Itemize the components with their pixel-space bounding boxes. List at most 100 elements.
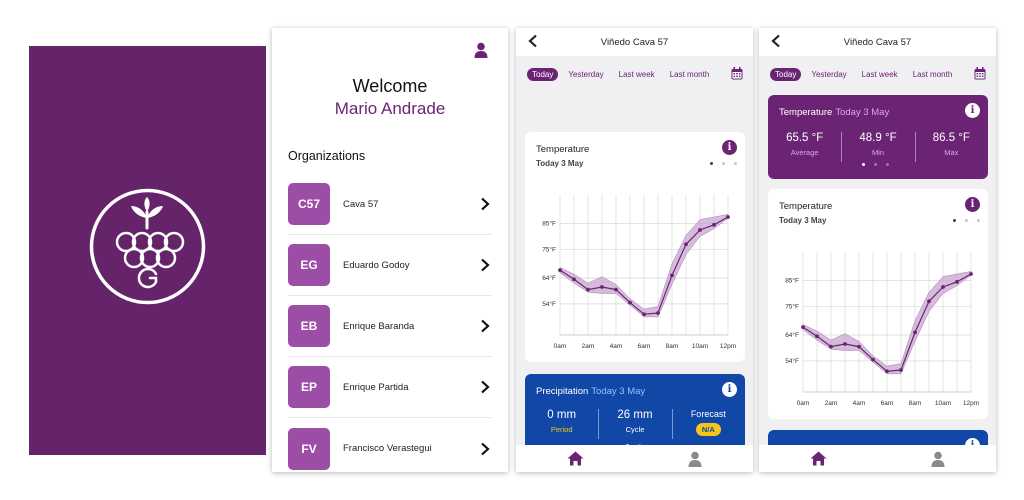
temperature-data-point	[572, 277, 576, 282]
x-tick-label: 6am	[881, 400, 894, 407]
temperature-data-point	[955, 279, 959, 284]
info-icon[interactable]: i	[722, 140, 737, 155]
temperature-chart: 85°F 75°F 64°F 54°F 0am 2am 4am 6am 8am 10am 12pm	[785, 252, 979, 407]
tab-yesterday[interactable]: Yesterday	[568, 69, 604, 79]
user-icon[interactable]	[688, 451, 702, 467]
temperature-max-stat: 86.5 °F Max	[914, 132, 988, 162]
y-tick-label: 85°F	[542, 220, 556, 228]
temperature-data-point	[899, 368, 903, 372]
x-tick-label: 8am	[666, 343, 679, 350]
organization-badge: EG	[288, 244, 330, 286]
organization-item[interactable]: EG Eduardo Godoy	[288, 235, 492, 296]
bottom-nav	[759, 445, 996, 472]
welcome-heading: Welcome	[352, 76, 428, 96]
info-icon[interactable]: i	[722, 382, 737, 397]
vineyard-detail-screen: Viñedo Cava 57 Today Yesterday Last week…	[516, 28, 753, 472]
info-icon[interactable]: i	[965, 103, 980, 118]
x-tick-label: 2am	[825, 400, 838, 407]
back-arrow-icon[interactable]	[769, 34, 783, 48]
carousel-dot	[638, 444, 641, 445]
temperature-chart: 85°F 75°F 64°F 54°F 0am 2am 4am 6am 8am 10am 12pm	[542, 195, 736, 350]
tab-today[interactable]: Today	[527, 67, 559, 81]
carousel-dot	[977, 219, 980, 222]
info-icon[interactable]: i	[965, 197, 980, 212]
tab-yesterday[interactable]: Yesterday	[811, 69, 847, 79]
y-tick-label: 85°F	[785, 277, 799, 285]
tab-last-month[interactable]: Last month	[669, 69, 710, 79]
chevron-right-icon	[481, 258, 490, 272]
card-title: Temperature	[536, 144, 590, 155]
y-tick-label: 64°F	[785, 331, 799, 339]
organization-name: Enrique Partida	[343, 381, 409, 393]
home-icon[interactable]	[567, 451, 584, 466]
calendar-icon[interactable]	[974, 67, 986, 80]
y-tick-label: 54°F	[785, 357, 799, 365]
organization-name: Eduardo Godoy	[343, 259, 410, 271]
card-subtitle: Today 3 May	[779, 216, 827, 225]
y-tick-label: 75°F	[785, 303, 799, 311]
home-icon[interactable]	[810, 451, 827, 466]
organization-badge: EP	[288, 366, 330, 408]
organization-item[interactable]: C57 Cava 57	[288, 174, 492, 235]
organization-badge: EB	[288, 305, 330, 347]
carousel-dot	[626, 444, 629, 445]
carousel-dots	[953, 219, 980, 222]
carousel-dots	[626, 444, 641, 445]
x-tick-label: 12pm	[720, 343, 736, 350]
organizations-title: Organizations	[288, 149, 366, 163]
welcome-screen: Welcome Mario Andrade Organizations C57 …	[272, 28, 508, 472]
temperature-data-point	[712, 222, 716, 227]
grape-logo-icon	[89, 188, 206, 305]
x-tick-label: 10am	[935, 400, 951, 407]
precipitation-period-stat: 0 mm Period	[547, 409, 577, 434]
organization-name: Francisco Verastegui	[343, 443, 432, 454]
calendar-icon[interactable]	[731, 67, 743, 80]
carousel-dots	[862, 163, 889, 166]
organization-item[interactable]: FV Francisco Verastegui	[288, 418, 492, 472]
x-tick-label: 4am	[853, 400, 866, 407]
x-tick-label: 8am	[909, 400, 922, 407]
detail-title: Viñedo Cava 57	[843, 37, 912, 48]
temperature-data-point	[726, 215, 730, 219]
temperature-data-point	[927, 299, 931, 304]
detail-title: Viñedo Cava 57	[600, 37, 669, 48]
precipitation-stats: 0 mm Period 26 mm Cycle Forecast N/A	[525, 409, 745, 439]
tab-today[interactable]: Today	[770, 67, 802, 81]
tab-last-month[interactable]: Last month	[912, 69, 953, 79]
precipitation-card-peek: i	[768, 430, 988, 445]
temperature-data-point	[586, 287, 590, 292]
temperature-data-point	[628, 300, 632, 305]
carousel-dot	[722, 162, 725, 165]
temperature-data-point	[614, 287, 618, 292]
temperature-data-point	[941, 285, 945, 289]
temperature-data-point	[698, 228, 702, 232]
card-title: Temperature Today 3 May	[779, 107, 890, 118]
temperature-data-point	[670, 273, 674, 278]
organization-list: C57 Cava 57 EG Eduardo Godoy EB Enrique …	[288, 174, 492, 472]
user-icon[interactable]	[931, 451, 945, 467]
user-name: Mario Andrade	[334, 99, 446, 118]
tab-last-week[interactable]: Last week	[618, 69, 655, 79]
back-arrow-icon[interactable]	[526, 34, 540, 48]
chevron-right-icon	[481, 380, 490, 394]
x-tick-label: 6am	[638, 343, 651, 350]
organization-badge: FV	[288, 427, 330, 470]
temperature-chart-card: Temperature Today 3 May i 85°F 75°F 64°F 54…	[525, 132, 745, 362]
carousel-dot	[710, 162, 713, 165]
organization-item[interactable]: EP Enrique Partida	[288, 357, 492, 418]
x-tick-label: 0am	[554, 343, 567, 350]
temperature-data-point	[801, 325, 805, 330]
detail-header: Viñedo Cava 57	[516, 28, 753, 56]
temperature-data-point	[558, 268, 562, 273]
x-tick-label: 0am	[797, 400, 810, 407]
temperature-average-stat: 65.5 °F Average	[786, 132, 824, 157]
tab-last-week[interactable]: Last week	[861, 69, 898, 79]
user-profile-icon[interactable]	[474, 42, 488, 58]
carousel-dot	[965, 219, 968, 222]
period-tabs: Today Yesterday Last week Last month	[527, 66, 745, 82]
info-icon[interactable]: i	[965, 438, 980, 445]
temperature-data-point	[642, 312, 646, 317]
card-title: Precipitation Today 3 May	[536, 386, 646, 397]
carousel-dot	[734, 162, 737, 165]
organization-item[interactable]: EB Enrique Baranda	[288, 296, 492, 357]
